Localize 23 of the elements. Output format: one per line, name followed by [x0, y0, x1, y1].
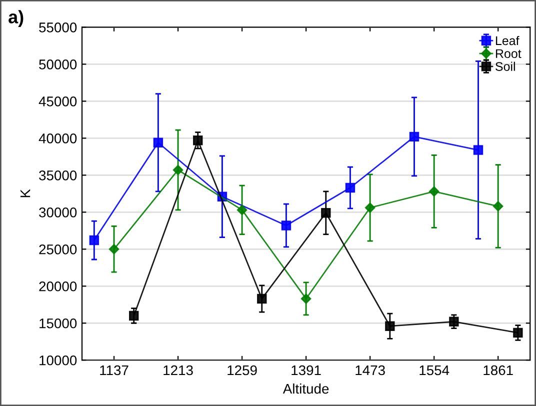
y-axis-title: K	[20, 189, 30, 198]
x-tick-label: 1554	[420, 365, 450, 376]
x-tick-label: 1259	[228, 365, 257, 376]
y-tick-label: 30000	[39, 207, 77, 218]
y-tick-label: 10000	[40, 355, 77, 366]
y-tick-label: 40000	[38, 134, 77, 144]
x-axis-title: Altitude	[282, 383, 329, 394]
y-tick-label: 50000	[39, 60, 77, 70]
x-tick-label: 1861	[484, 365, 513, 376]
x-tick-label: 1137	[100, 365, 128, 376]
y-tick-label: 45000	[38, 96, 77, 106]
text: a)	[8, 10, 24, 27]
y-tick-label: 15000	[40, 318, 77, 328]
x-tick-label: 1473	[356, 365, 385, 376]
legend-label: Leaf	[496, 36, 520, 46]
y-tick-label: 55000	[39, 22, 77, 32]
y-tick-label: 20000	[39, 281, 77, 292]
x-tick-label: 1391	[292, 365, 321, 376]
x-tick-label: 1213	[164, 365, 193, 376]
legend-label: Soil	[496, 62, 515, 71]
y-tick-label: 35000	[39, 170, 77, 180]
y-tick-label: 25000	[39, 244, 77, 254]
legend-label: Root	[496, 49, 522, 58]
